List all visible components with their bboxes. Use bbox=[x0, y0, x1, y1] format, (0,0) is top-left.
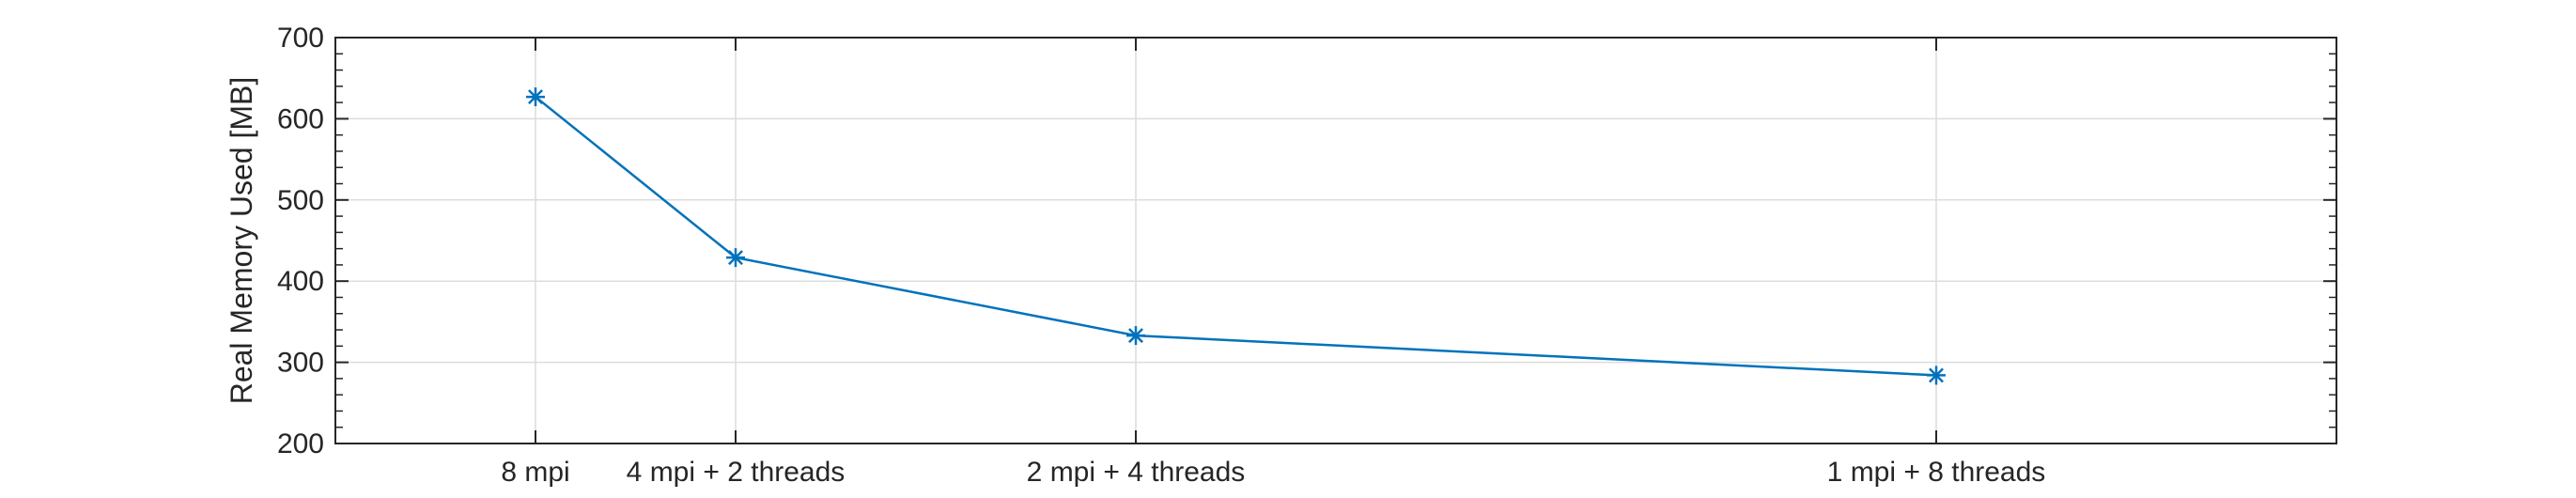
x-tick-label: 8 mpi bbox=[501, 457, 569, 488]
x-tick-label: 4 mpi + 2 threads bbox=[627, 457, 846, 488]
y-tick-label: 500 bbox=[277, 185, 324, 216]
x-tick-label: 1 mpi + 8 threads bbox=[1827, 457, 2046, 488]
y-tick-label: 200 bbox=[277, 428, 324, 459]
y-tick-label: 400 bbox=[277, 266, 324, 297]
y-tick-label: 700 bbox=[277, 23, 324, 54]
y-tick-label: 300 bbox=[277, 348, 324, 379]
axis-ticks bbox=[335, 37, 2336, 444]
x-tick-label: 2 mpi + 4 threads bbox=[1027, 457, 1246, 488]
data-point bbox=[1126, 326, 1145, 346]
grid bbox=[335, 38, 2336, 444]
marker-stroke bbox=[1929, 367, 1944, 383]
y-axis-label: Real Memory Used [MB] bbox=[225, 77, 258, 405]
marker-stroke bbox=[728, 250, 743, 266]
tick-labels: 200 300 400 500 600 700 8 mpi 4 mpi + 2 threads… bbox=[277, 23, 2045, 488]
marker-stroke bbox=[528, 89, 543, 105]
plot-frame bbox=[334, 37, 2337, 444]
series bbox=[526, 87, 1946, 385]
data-point bbox=[726, 248, 745, 268]
data-point bbox=[1927, 366, 1946, 385]
data-point bbox=[526, 87, 545, 107]
y-tick-label: 600 bbox=[277, 103, 324, 134]
series-line bbox=[535, 96, 1937, 377]
marker-stroke bbox=[1128, 328, 1143, 344]
